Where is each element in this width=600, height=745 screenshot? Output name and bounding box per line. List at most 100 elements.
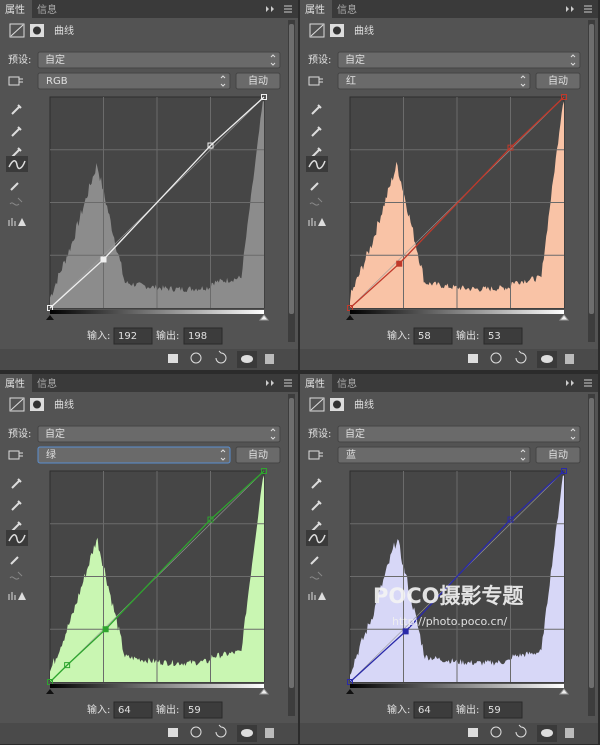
pencil-tool[interactable] [310,182,319,191]
input-box[interactable] [113,327,153,345]
preset-dropdown[interactable] [37,425,281,443]
white-slider[interactable] [258,314,270,321]
curve-tool[interactable] [308,160,326,170]
curve-point[interactable] [261,94,267,100]
curve-point[interactable] [64,662,71,669]
curve-tool[interactable] [8,534,26,544]
hand-tool[interactable] [8,450,23,460]
black-slider[interactable] [346,315,354,320]
tab[interactable]: 属性 [5,3,25,16]
reset-icon[interactable] [515,724,527,738]
collapse-icon[interactable] [566,6,574,12]
tab[interactable]: 属性 [305,377,325,390]
reset-icon[interactable] [215,724,227,738]
curve-point[interactable] [396,260,403,267]
menu-icon[interactable] [284,379,292,387]
channel-dropdown[interactable] [37,446,231,464]
trash-icon[interactable] [265,728,274,738]
white-slider[interactable] [558,314,570,321]
eyedropper[interactable] [311,147,322,158]
channel-dropdown[interactable] [337,446,531,464]
trash-icon[interactable] [565,354,574,364]
clip-warning[interactable] [318,592,326,600]
curve-tool[interactable] [308,534,326,544]
black-slider[interactable] [46,315,54,320]
output-box[interactable] [483,327,523,345]
collapse-icon[interactable] [566,380,574,386]
reset-icon[interactable] [515,350,527,364]
curve-point[interactable] [261,468,267,474]
eyedropper[interactable] [11,521,22,532]
curve-point[interactable] [561,468,567,474]
smooth-tool[interactable] [9,571,23,580]
curve-tool[interactable] [8,160,26,170]
curve-point[interactable] [207,142,214,149]
clip-warning[interactable] [18,592,26,600]
visibility-icon[interactable] [241,355,253,363]
curve-point[interactable] [561,94,567,100]
curve-point[interactable] [100,256,107,263]
scroll-thumb[interactable] [589,398,594,688]
channel-dropdown[interactable] [37,72,231,90]
auto-button[interactable] [235,446,281,464]
scroll-thumb[interactable] [589,24,594,314]
input-box[interactable] [113,701,153,719]
curve-point[interactable] [207,516,214,523]
white-slider[interactable] [258,688,270,695]
black-slider[interactable] [346,689,354,694]
curve-point[interactable] [102,626,109,633]
input-box[interactable] [413,327,453,345]
eyedropper[interactable] [11,500,22,511]
view-prev-icon[interactable] [490,726,502,738]
pencil-tool[interactable] [310,556,319,565]
channel-dropdown[interactable] [337,72,531,90]
output-box[interactable] [183,327,223,345]
input-box[interactable] [413,701,453,719]
eyedropper[interactable] [311,104,322,115]
auto-button[interactable] [235,72,281,90]
clip-icon[interactable] [468,728,478,737]
tab[interactable]: 信息 [337,3,357,16]
hand-tool[interactable] [308,76,323,86]
trash-icon[interactable] [565,728,574,738]
clip-icon[interactable] [168,728,178,737]
pencil-tool[interactable] [10,556,19,565]
visibility-icon[interactable] [541,729,553,737]
clip-icon[interactable] [468,354,478,363]
eyedropper[interactable] [311,500,322,511]
hand-tool[interactable] [8,76,23,86]
tab[interactable]: 属性 [305,3,325,16]
collapse-icon[interactable] [266,380,274,386]
view-prev-icon[interactable] [190,726,202,738]
scroll-thumb[interactable] [289,24,294,314]
eyedropper[interactable] [11,104,22,115]
curve-point[interactable] [507,144,514,151]
black-slider[interactable] [46,689,54,694]
preset-dropdown[interactable] [337,51,581,69]
curve-point[interactable] [402,628,409,635]
white-slider[interactable] [558,688,570,695]
menu-icon[interactable] [584,5,592,13]
trash-icon[interactable] [265,354,274,364]
visibility-icon[interactable] [241,729,253,737]
tab[interactable]: 属性 [5,377,25,390]
smooth-tool[interactable] [309,197,323,206]
output-box[interactable] [183,701,223,719]
scroll-thumb[interactable] [289,398,294,688]
auto-button[interactable] [535,446,581,464]
hand-tool[interactable] [308,450,323,460]
smooth-tool[interactable] [309,571,323,580]
eyedropper[interactable] [11,126,22,137]
clip-warning[interactable] [18,218,26,226]
eyedropper[interactable] [311,126,322,137]
clip-icon[interactable] [168,354,178,363]
tab[interactable]: 信息 [37,377,57,390]
reset-icon[interactable] [215,350,227,364]
curve-point[interactable] [507,516,514,523]
preset-dropdown[interactable] [337,425,581,443]
view-prev-icon[interactable] [190,352,202,364]
collapse-icon[interactable] [266,6,274,12]
smooth-tool[interactable] [9,197,23,206]
eyedropper[interactable] [311,521,322,532]
clip-warning[interactable] [318,218,326,226]
